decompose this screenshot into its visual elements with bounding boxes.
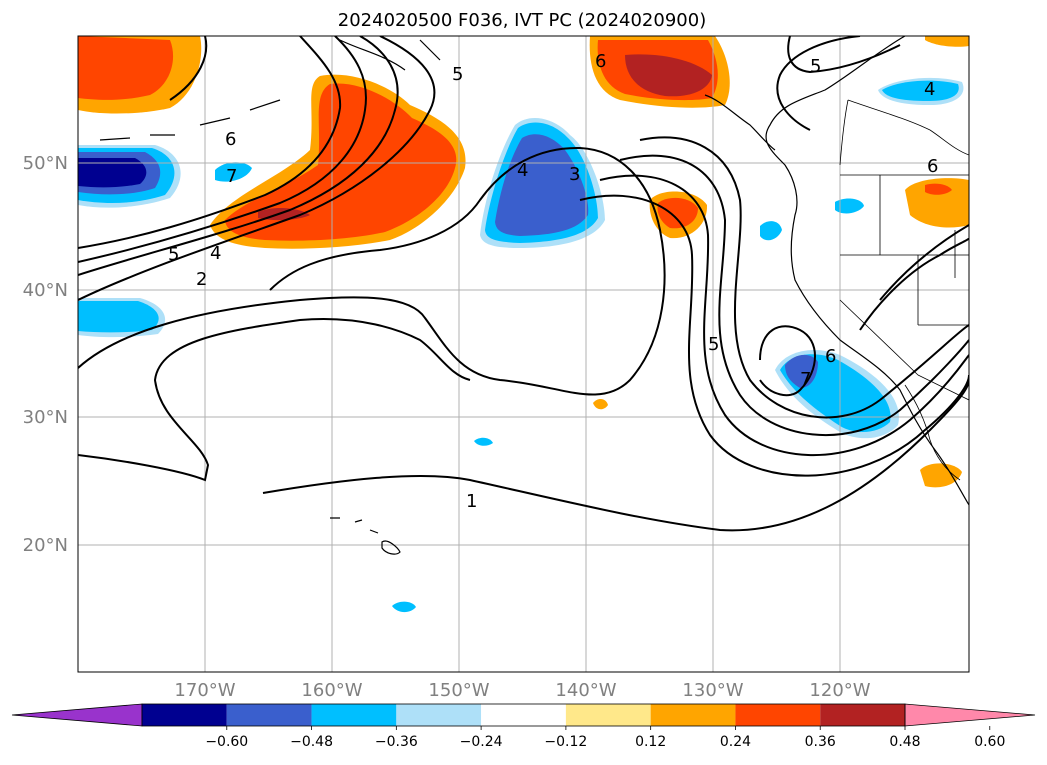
map-panel: 5 6 7 5 4 2 4 3 5 6 4 6 5 7 6 1: [78, 36, 969, 672]
colorbar-tick-label: 0.48: [889, 734, 920, 750]
lat-label: 40°N: [23, 280, 68, 301]
colorbar-tick-label: −0.12: [544, 734, 587, 750]
latitude-axis: 50°N 40°N 30°N 20°N: [23, 153, 68, 556]
colorbar-segment: [735, 704, 821, 726]
lon-label: 160°W: [301, 680, 362, 701]
colorbar-segment: [311, 704, 397, 726]
colorbar-tick-label: −0.24: [460, 734, 503, 750]
contour-label: 6: [927, 156, 938, 177]
colorbar-tick-label: −0.60: [205, 734, 248, 750]
contour-label: 5: [708, 334, 719, 355]
colorbar-segment: [142, 704, 227, 726]
colorbar-segment: [396, 704, 482, 726]
contour-label: 5: [452, 64, 463, 85]
contour-label: 7: [226, 166, 237, 187]
colorbar-segment: [565, 704, 651, 726]
colorbar-tick-label: 0.12: [635, 734, 666, 750]
map-frame: [77, 35, 970, 673]
contour-label: 4: [517, 160, 528, 181]
colorbar-segment: [650, 704, 736, 726]
map-title: 2024020500 F036, IVT PC (2024020900): [338, 10, 706, 31]
coastlines: [99, 36, 969, 555]
colorbar-extend-low: [11, 703, 143, 727]
colorbar-tick-label: 0.24: [720, 734, 751, 750]
ivt-contours: [78, 36, 969, 532]
contour-label: 6: [225, 129, 236, 150]
lat-label: 20°N: [23, 535, 68, 556]
colorbar-segment: [820, 704, 905, 726]
colorbar-segment: [481, 704, 566, 726]
contour-label: 6: [595, 51, 606, 72]
contour-label: 3: [569, 164, 580, 185]
contour-label: 4: [924, 79, 935, 100]
lon-label: 120°W: [809, 680, 870, 701]
colorbar: −0.60 −0.48 −0.36 −0.24 −0.12 0.12 0.24 0.36 0.4…: [11, 703, 1036, 750]
contour-label: 1: [466, 491, 477, 512]
contour-label: 4: [210, 243, 221, 264]
lon-label: 150°W: [428, 680, 489, 701]
contour-label: 2: [196, 269, 207, 290]
contour-label: 7: [800, 369, 811, 390]
colorbar-tick-label: −0.48: [290, 734, 333, 750]
colorbar-tick-label: 0.60: [974, 734, 1005, 750]
lat-label: 30°N: [23, 407, 68, 428]
lon-label: 170°W: [174, 680, 235, 701]
graticule: [78, 36, 969, 672]
colorbar-segment: [226, 704, 312, 726]
longitude-axis: 170°W 160°W 150°W 140°W 130°W 120°W: [174, 680, 870, 701]
contour-label: 5: [168, 244, 179, 265]
lon-label: 130°W: [682, 680, 743, 701]
lat-label: 50°N: [23, 153, 68, 174]
contour-label: 5: [810, 56, 821, 77]
colorbar-extend-high: [904, 703, 1036, 727]
colorbar-outline: [141, 703, 906, 727]
lon-label: 140°W: [555, 680, 616, 701]
contour-labels: 5 6 7 5 4 2 4 3 5 6 4 6 5 7 6 1: [168, 51, 938, 512]
colorbar-tick-label: −0.36: [375, 734, 418, 750]
contour-label: 6: [825, 346, 836, 367]
colorbar-tick-label: 0.36: [805, 734, 836, 750]
